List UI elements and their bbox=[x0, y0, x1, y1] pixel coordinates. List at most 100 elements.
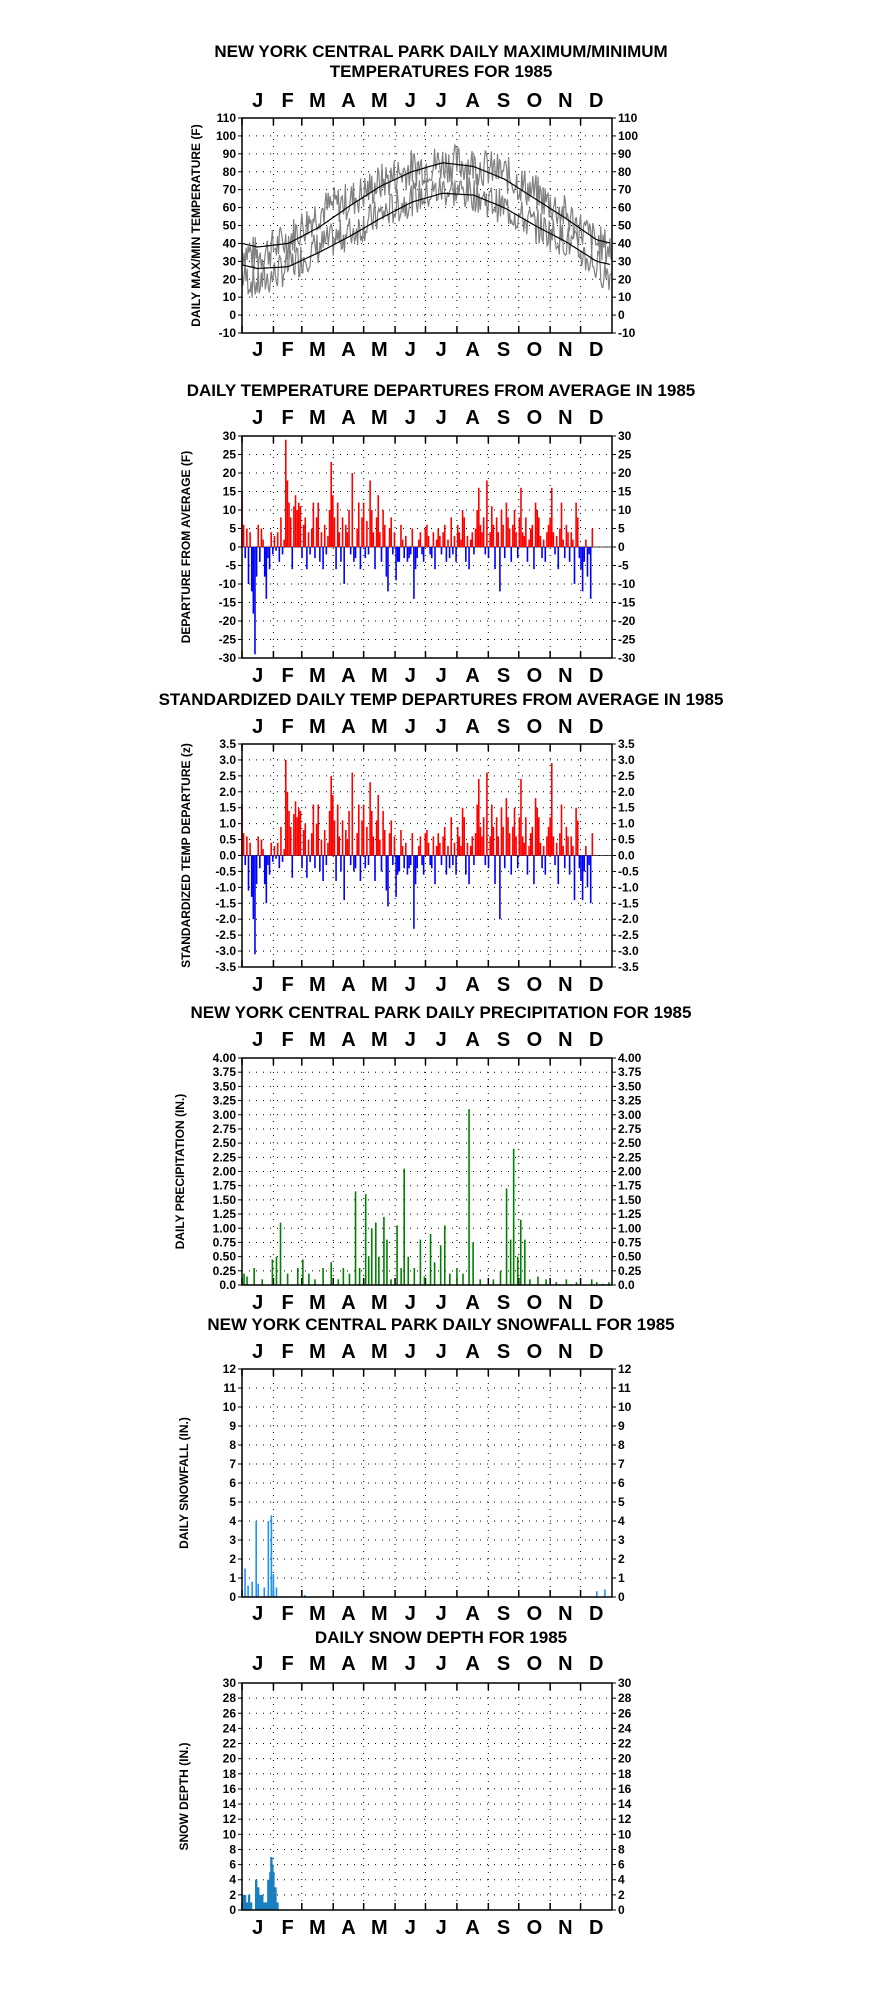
month-label-top: J bbox=[405, 90, 416, 112]
y-tick-label-right: 3.5 bbox=[618, 737, 635, 751]
y-tick-label-left: 2.0 bbox=[219, 785, 236, 799]
month-label-bottom: N bbox=[558, 1603, 572, 1625]
y-tick-label-left: 60 bbox=[223, 201, 237, 215]
y-tick-label-right: 70 bbox=[618, 183, 632, 197]
month-label-top: J bbox=[436, 1653, 447, 1675]
y-tick-label-left: -3.0 bbox=[215, 944, 236, 958]
y-tick-label-right: -15 bbox=[618, 596, 636, 610]
y-tick-label-right: 16 bbox=[618, 1782, 632, 1796]
y-tick-label-left: 14 bbox=[223, 1797, 237, 1811]
y-tick-label-left: 26 bbox=[223, 1706, 237, 1720]
y-tick-label-left: 0 bbox=[229, 540, 236, 554]
y-tick-label-right: 60 bbox=[618, 201, 632, 215]
y-tick-label-left: -1.5 bbox=[215, 896, 236, 910]
month-label-top: F bbox=[282, 407, 294, 429]
y-tick-label-right: 1.0 bbox=[618, 817, 635, 831]
y-tick-label-left: 6 bbox=[229, 1858, 236, 1872]
y-tick-label-left: 90 bbox=[223, 147, 237, 161]
chart-title: NEW YORK CENTRAL PARK DAILY SNOWFALL FOR… bbox=[207, 1315, 674, 1334]
y-tick-label-left: 24 bbox=[223, 1721, 237, 1735]
y-tick-label-left: 6 bbox=[229, 1476, 236, 1490]
month-label-bottom: J bbox=[252, 1292, 263, 1314]
month-label-bottom: S bbox=[497, 1292, 510, 1314]
y-tick-label-left: 50 bbox=[223, 219, 237, 233]
month-label-top: J bbox=[252, 1653, 263, 1675]
y-tick-label-right: 7 bbox=[618, 1457, 625, 1471]
month-label-top: F bbox=[282, 1029, 294, 1051]
month-label-bottom: O bbox=[527, 665, 543, 687]
y-tick-label-left: -25 bbox=[219, 633, 237, 647]
y-tick-label-right: 2.75 bbox=[618, 1122, 642, 1136]
y-tick-label-right: 6 bbox=[618, 1858, 625, 1872]
y-tick-label-right: 3.50 bbox=[618, 1079, 642, 1093]
y-tick-label-left: -20 bbox=[219, 614, 237, 628]
chart-departures: DAILY TEMPERATURE DEPARTURES FROM AVERAG… bbox=[179, 381, 695, 687]
y-axis-label: SNOW DEPTH (IN.) bbox=[177, 1743, 191, 1851]
month-label-top: M bbox=[371, 90, 388, 112]
y-axis-label: DAILY PRECIPITATION (IN.) bbox=[173, 1094, 187, 1250]
y-tick-label-right: 10 bbox=[618, 290, 632, 304]
y-tick-label-left: -10 bbox=[219, 326, 237, 340]
y-tick-label-left: 20 bbox=[223, 272, 237, 286]
month-label-bottom: N bbox=[558, 339, 572, 361]
month-label-bottom: J bbox=[436, 665, 447, 687]
month-label-top: J bbox=[252, 407, 263, 429]
chart-title: TEMPERATURES FOR 1985 bbox=[330, 62, 553, 81]
y-tick-label-right: 20 bbox=[618, 466, 632, 480]
y-tick-label-right: 80 bbox=[618, 165, 632, 179]
month-label-bottom: F bbox=[282, 665, 294, 687]
y-tick-label-right: -0.5 bbox=[618, 864, 639, 878]
month-label-top: A bbox=[341, 1341, 355, 1363]
y-tick-label-right: -1.5 bbox=[618, 896, 639, 910]
month-label-top: M bbox=[309, 1653, 326, 1675]
y-tick-label-right: -2.0 bbox=[618, 912, 639, 926]
month-label-top: A bbox=[341, 716, 355, 738]
month-label-top: F bbox=[282, 1653, 294, 1675]
month-label-top: N bbox=[558, 716, 572, 738]
month-label-bottom: O bbox=[527, 1917, 543, 1939]
y-tick-label-right: 2.50 bbox=[618, 1136, 642, 1150]
y-tick-label-right: 11 bbox=[618, 1381, 631, 1395]
y-tick-label-left: 2 bbox=[229, 1552, 236, 1566]
y-tick-label-left: 5 bbox=[229, 1495, 236, 1509]
month-label-bottom: A bbox=[341, 1603, 355, 1625]
month-label-top: J bbox=[405, 407, 416, 429]
month-label-bottom: M bbox=[309, 1603, 326, 1625]
month-label-bottom: J bbox=[436, 1917, 447, 1939]
y-tick-label-left: 0 bbox=[229, 1903, 236, 1917]
y-tick-label-right: 0.0 bbox=[618, 1278, 635, 1292]
y-tick-label-left: 0.50 bbox=[213, 1250, 237, 1264]
y-tick-label-right: 22 bbox=[618, 1737, 632, 1751]
month-label-bottom: M bbox=[309, 339, 326, 361]
y-tick-label-left: 10 bbox=[223, 1827, 237, 1841]
month-label-top: D bbox=[589, 407, 603, 429]
y-tick-label-right: 5 bbox=[618, 1495, 625, 1509]
series-normal-max bbox=[241, 162, 611, 248]
y-tick-label-right: 20 bbox=[618, 272, 632, 286]
month-label-bottom: N bbox=[558, 665, 572, 687]
y-tick-label-left: 30 bbox=[223, 254, 237, 268]
y-tick-label-left: 12 bbox=[223, 1812, 237, 1826]
month-label-top: F bbox=[282, 90, 294, 112]
y-tick-label-left: 25 bbox=[223, 448, 237, 462]
month-label-top: J bbox=[252, 1341, 263, 1363]
month-label-top: S bbox=[497, 1341, 510, 1363]
month-label-bottom: D bbox=[589, 974, 603, 996]
y-tick-label-left: 1.75 bbox=[213, 1179, 237, 1193]
plot-frame bbox=[241, 435, 613, 659]
y-tick-label-left: -10 bbox=[219, 577, 237, 591]
y-tick-label-right: 20 bbox=[618, 1752, 632, 1766]
y-tick-label-right: 1 bbox=[618, 1571, 625, 1585]
y-tick-label-right: 8 bbox=[618, 1842, 625, 1856]
month-label-top: A bbox=[465, 716, 479, 738]
month-label-bottom: M bbox=[371, 1292, 388, 1314]
y-tick-label-right: 0 bbox=[618, 540, 625, 554]
y-tick-label-left: 0.5 bbox=[219, 833, 236, 847]
y-tick-label-left: -2.5 bbox=[215, 928, 236, 942]
month-label-bottom: J bbox=[252, 1603, 263, 1625]
series-normal-min bbox=[241, 192, 611, 270]
y-tick-label-right: 10 bbox=[618, 1827, 632, 1841]
y-tick-label-left: 4 bbox=[229, 1873, 236, 1887]
y-tick-label-left: 4.00 bbox=[213, 1051, 237, 1065]
month-label-bottom: M bbox=[371, 1603, 388, 1625]
